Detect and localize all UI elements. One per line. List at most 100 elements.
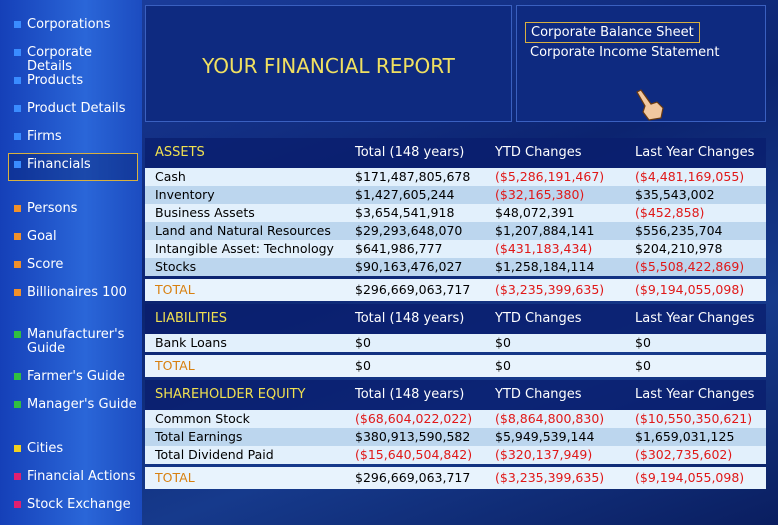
cell: TOTAL (155, 358, 195, 373)
cell: Common Stock (155, 411, 250, 426)
cell: Bank Loans (155, 335, 227, 350)
cell: Business Assets (155, 205, 255, 220)
cell: ($302,735,602) (635, 447, 733, 462)
column-header: YTD Changes (495, 387, 582, 402)
table-row: Intangible Asset: Technology $641,986,777… (145, 240, 766, 258)
menu-item[interactable]: Cities (8, 437, 138, 465)
cell: Land and Natural Resources (155, 223, 331, 238)
cell: $296,669,063,717 (355, 470, 471, 485)
section-header: ASSETS Total (148 years) YTD Changes Last Y… (145, 138, 766, 168)
cell: ($10,550,350,621) (635, 411, 753, 426)
report-link[interactable]: Corporate Income Statement (530, 45, 720, 60)
sidebar: Corporations Corporate Details Products Pro… (0, 0, 142, 525)
cell: $0 (495, 335, 511, 350)
menu-item[interactable]: Manager's Guide (8, 393, 138, 421)
cell: $1,659,031,125 (635, 429, 735, 444)
cell: ($15,640,504,842) (355, 447, 473, 462)
menu-group: Corporations Corporate Details Products Pro… (8, 13, 138, 181)
column-header: Last Year Changes (635, 311, 755, 326)
cell: TOTAL (155, 282, 195, 297)
column-header: Total (148 years) (355, 311, 465, 326)
menu-item[interactable]: Firms (8, 125, 138, 153)
cell: $171,487,805,678 (355, 169, 471, 184)
menu-item[interactable]: Product Details (8, 97, 138, 125)
cell: $3,654,541,918 (355, 205, 455, 220)
column-header: Last Year Changes (635, 387, 755, 402)
table-row: Stocks $90,163,476,027 $1,258,184,114 ($5,5… (145, 258, 766, 276)
cell: ($5,286,191,467) (495, 169, 605, 184)
column-header: Last Year Changes (635, 145, 755, 160)
cell: ($68,604,022,022) (355, 411, 473, 426)
menu-item[interactable]: Billionaires 100 (8, 281, 138, 309)
menu-group: Cities Financial Actions Stock Exchange (8, 437, 138, 521)
menu-item[interactable]: Goal (8, 225, 138, 253)
section-header: LIABILITIES Total (148 years) YTD Changes L… (145, 304, 766, 334)
cell: Inventory (155, 187, 215, 202)
hand-cursor (636, 89, 664, 121)
column-header: Total (148 years) (355, 145, 465, 160)
table-row: Inventory $1,427,605,244 ($32,165,380) $35,… (145, 186, 766, 204)
cell: ($3,235,399,635) (495, 470, 605, 485)
menu-item[interactable]: Persons (8, 197, 138, 225)
column-header: YTD Changes (495, 145, 582, 160)
menu-item[interactable]: Stock Exchange (8, 493, 138, 521)
cell: $204,210,978 (635, 241, 723, 256)
section-header: SHAREHOLDER EQUITY Total (148 years) YTD C… (145, 380, 766, 410)
menu-group: Persons Goal Score Billionaires 100 (8, 197, 138, 309)
cell: $1,207,884,141 (495, 223, 595, 238)
column-header: ASSETS (155, 145, 205, 160)
cell: ($431,183,434) (495, 241, 593, 256)
cell: $0 (635, 335, 651, 350)
table-row: Common Stock ($68,604,022,022) ($8,864,800… (145, 410, 766, 428)
cell: $380,913,590,582 (355, 429, 471, 444)
menu-item[interactable]: Score (8, 253, 138, 281)
table-row: Cash $171,487,805,678 ($5,286,191,467) ($4,… (145, 168, 766, 186)
total-row: TOTAL $0 $0 $0 (145, 355, 766, 377)
cell: ($452,858) (635, 205, 705, 220)
column-header: LIABILITIES (155, 311, 228, 326)
cell: $90,163,476,027 (355, 259, 463, 274)
cell: TOTAL (155, 470, 195, 485)
cell: $641,986,777 (355, 241, 443, 256)
cell: $296,669,063,717 (355, 282, 471, 297)
cell: $48,072,391 (495, 205, 575, 220)
cell: $0 (355, 335, 371, 350)
column-header: YTD Changes (495, 311, 582, 326)
menu-item[interactable]: Financial Actions (8, 465, 138, 493)
menu-item[interactable]: Corporations (8, 13, 138, 41)
column-header: SHAREHOLDER EQUITY (155, 387, 306, 402)
cell: $0 (355, 358, 371, 373)
cell: ($9,194,055,098) (635, 470, 745, 485)
cell: ($5,508,422,869) (635, 259, 745, 274)
cell: $0 (635, 358, 651, 373)
menu-item[interactable]: Farmer's Guide (8, 365, 138, 393)
column-header: Total (148 years) (355, 387, 465, 402)
cell: Stocks (155, 259, 197, 274)
cell: $556,235,704 (635, 223, 723, 238)
balance-table: ASSETS Total (148 years) YTD Changes Last Y… (145, 135, 766, 489)
cell: ($3,235,399,635) (495, 282, 605, 297)
report-title: YOUR FINANCIAL REPORT (202, 54, 455, 78)
table-row: Total Earnings $380,913,590,582 $5,949,539… (145, 428, 766, 446)
report-panel: Corporate Balance Sheet Corporate Income… (516, 5, 766, 122)
header-panel: YOUR FINANCIAL REPORT (145, 5, 512, 122)
menu-item[interactable]: Corporate Details (8, 41, 138, 74)
menu-group: Manufacturer's Guide Farmer's Guide Manage… (8, 323, 138, 421)
cell: $5,949,539,144 (495, 429, 595, 444)
cell: $1,427,605,244 (355, 187, 455, 202)
cell: ($4,481,169,055) (635, 169, 745, 184)
menu-item[interactable]: Products (8, 69, 138, 97)
cell: $0 (495, 358, 511, 373)
report-link[interactable]: Corporate Balance Sheet (525, 22, 700, 43)
table-row: Land and Natural Resources $29,293,648,07… (145, 222, 766, 240)
table-row: Total Dividend Paid ($15,640,504,842) ($32… (145, 446, 766, 464)
cell: ($8,864,800,830) (495, 411, 605, 426)
menu-item[interactable]: Manufacturer's Guide (8, 323, 138, 365)
total-row: TOTAL $296,669,063,717 ($3,235,399,635) ($9… (145, 467, 766, 489)
cell: $35,543,002 (635, 187, 715, 202)
cell: Cash (155, 169, 186, 184)
cell: ($9,194,055,098) (635, 282, 745, 297)
cell: Intangible Asset: Technology (155, 241, 334, 256)
menu-item[interactable]: Financials (8, 153, 138, 181)
